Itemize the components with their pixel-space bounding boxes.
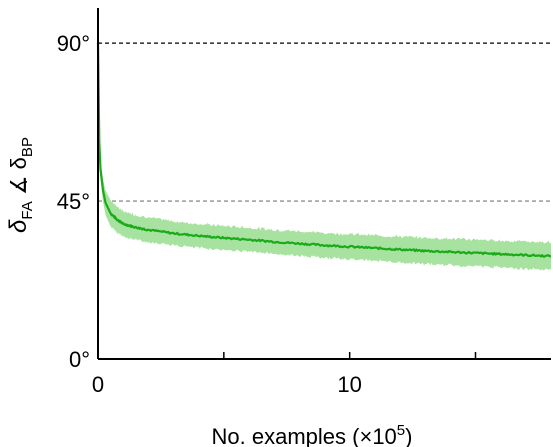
series-confidence-band bbox=[98, 43, 551, 271]
y-axis-title-sub-bp: BP bbox=[19, 137, 36, 157]
x-axis-title: No. examples (×105) bbox=[212, 422, 413, 447]
y-tick-label: 45° bbox=[57, 189, 90, 214]
y-tick-label: 90° bbox=[57, 31, 90, 56]
y-axis-title-sub-fa: FA bbox=[19, 201, 36, 219]
series-line bbox=[96, 43, 552, 258]
y-tick-label: 0° bbox=[69, 347, 90, 372]
reference-lines bbox=[98, 42, 551, 202]
x-tick-label: 10 bbox=[337, 372, 361, 397]
y-axis-title: δFA ∡ δBP bbox=[5, 137, 36, 233]
series-line-layer bbox=[96, 43, 552, 258]
x-ticks: 0 10 bbox=[92, 352, 477, 397]
confidence-band-layer bbox=[98, 43, 551, 271]
x-axis-title-exponent: 5 bbox=[397, 422, 405, 439]
y-ticks: 0° 45° 90° bbox=[57, 31, 90, 372]
x-tick-label: 0 bbox=[92, 372, 104, 397]
